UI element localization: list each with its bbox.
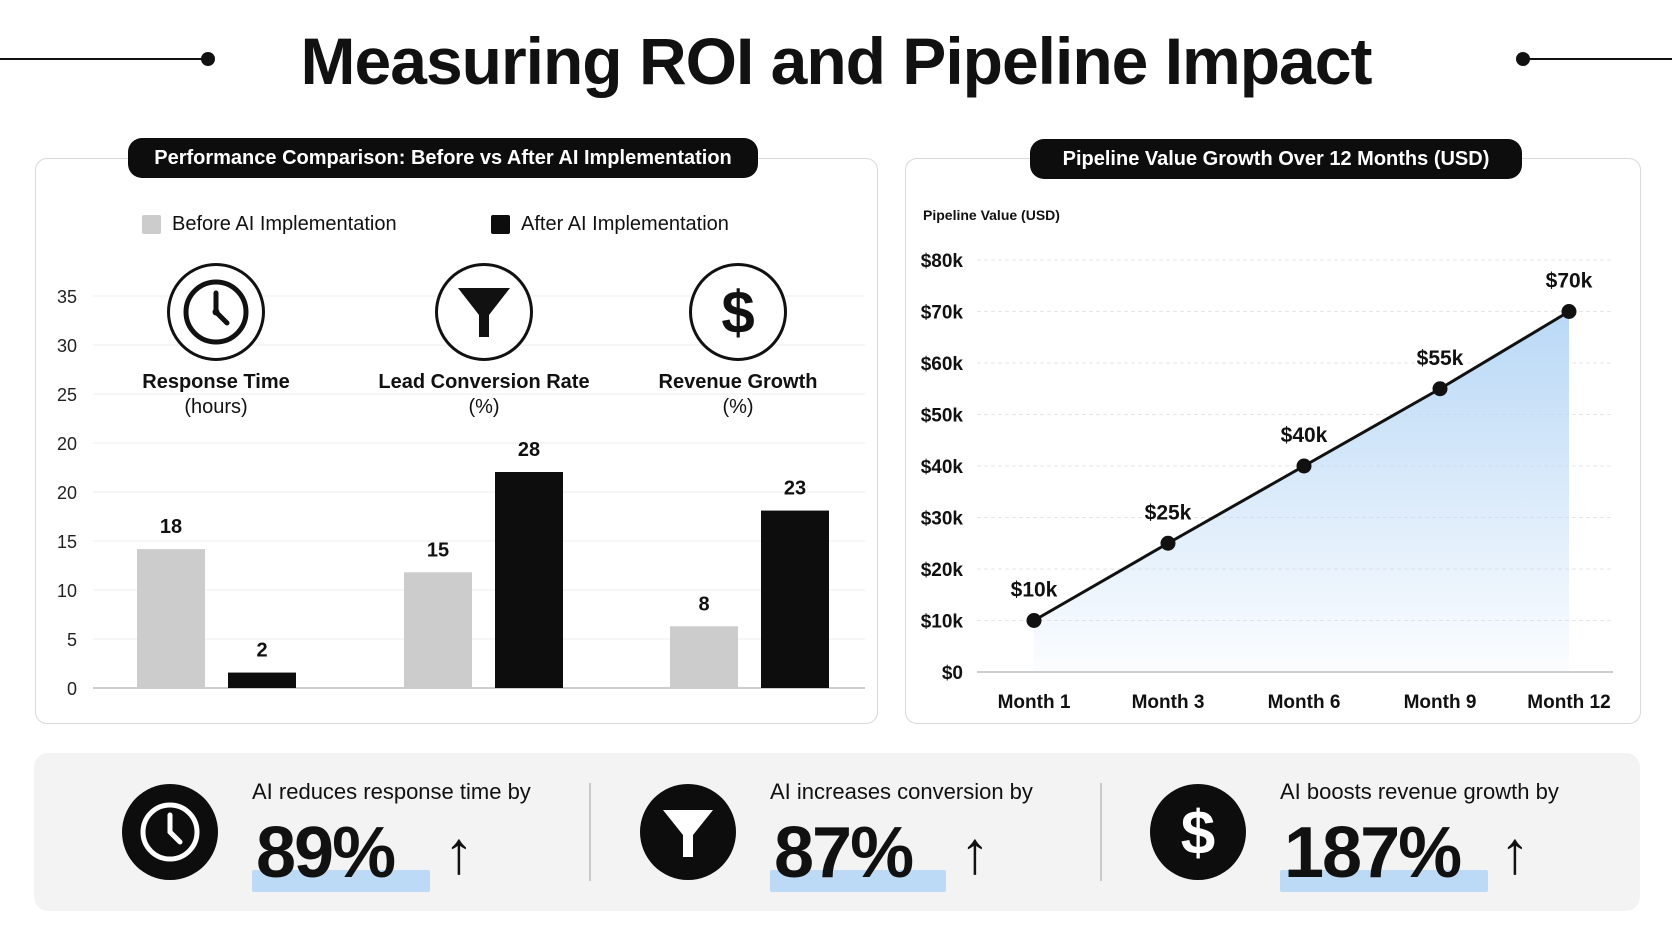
summary-revenue-value: 187% [1284, 813, 1462, 893]
legend-after-label: After AI Implementation [521, 213, 729, 235]
summary-response-time-highlight [252, 870, 430, 892]
bar-value-label: 28 [518, 439, 540, 461]
line-x-tick-label: Month 9 [1404, 692, 1477, 713]
bar-y-tick-label: 20 [57, 434, 77, 454]
bar-after [228, 672, 296, 688]
line-y-tick-label: $0 [942, 663, 963, 684]
bar-value-label: 18 [160, 516, 182, 538]
summary-conversion-highlight [770, 870, 946, 892]
pipeline-data-label: $70k [1546, 270, 1593, 293]
metric-lead-conversion: Lead Conversion Rate (%) [374, 263, 594, 419]
line-y-tick-label: $30k [921, 509, 964, 530]
line-y-tick-label: $10k [921, 612, 964, 633]
summary-revenue-highlight [1280, 870, 1488, 892]
line-x-tick-label: Month 1 [998, 692, 1071, 713]
pipeline-point [1296, 458, 1312, 474]
pipeline-data-label: $40k [1281, 424, 1328, 447]
summary-response-time-value: 89% [256, 813, 396, 893]
bar-after [761, 510, 829, 688]
metric-response-time-title: Response Time [142, 371, 290, 393]
line-y-tick-label: $40k [921, 457, 964, 478]
arrow-up-icon: ↑ [444, 819, 474, 886]
summary-divider [1100, 783, 1102, 881]
y-axis-title: Pipeline Value (USD) [923, 207, 1060, 223]
legend-before-swatch [142, 215, 161, 234]
bar-after [495, 472, 563, 688]
line-x-tick-label: Month 12 [1527, 692, 1610, 713]
bar-y-tick-label: 20 [57, 483, 77, 503]
bar-y-tick-label: 30 [57, 336, 77, 356]
arrow-up-icon: ↑ [1500, 819, 1530, 886]
summary-response-time: AI reduces response time by 89% ↑ [122, 753, 562, 911]
line-x-tick-label: Month 3 [1132, 692, 1205, 713]
pipeline-area-chart: Pipeline Value (USD) $0 $10k $20k $30k $40k $5… [921, 207, 1613, 713]
legend-after-swatch [491, 215, 510, 234]
dollar-icon: $ [1150, 784, 1246, 880]
legend-before-label: Before AI Implementation [172, 213, 397, 235]
summary-conversion: AI increases conversion by 87% ↑ [640, 753, 1080, 911]
pipeline-data-label: $10k [1011, 579, 1058, 602]
bar-value-label: 2 [256, 640, 267, 662]
bar-y-tick-label: 10 [57, 581, 77, 601]
metric-lead-conversion-title: Lead Conversion Rate [378, 371, 590, 393]
funnel-icon [640, 784, 736, 880]
bar-value-label: 23 [784, 478, 806, 500]
title-left-rule [0, 58, 204, 60]
bar-y-tick-label: 25 [57, 385, 77, 405]
line-y-tick-label: $60k [921, 354, 964, 375]
pipeline-data-label: $25k [1145, 501, 1192, 524]
performance-bar-chart: 0 5 10 15 20 20 25 30 35 18 2 15 28 8 23 [57, 287, 865, 699]
arrow-up-icon: ↑ [960, 819, 990, 886]
svg-text:$: $ [721, 279, 754, 346]
legend-after: After AI Implementation [491, 213, 729, 236]
svg-text:$: $ [1181, 799, 1215, 867]
metric-lead-conversion-unit: (%) [468, 396, 500, 418]
line-y-tick-label: $70k [921, 303, 964, 324]
pipeline-point [1432, 381, 1448, 397]
clock-icon [167, 263, 265, 361]
bar-y-tick-label: 15 [57, 532, 77, 552]
bar-y-tick-label: 5 [67, 630, 77, 650]
summary-conversion-text: AI increases conversion by [770, 779, 1033, 804]
line-y-tick-label: $80k [921, 251, 964, 272]
performance-panel-title: Performance Comparison: Before vs After … [128, 138, 758, 178]
pipeline-point [1026, 613, 1042, 628]
pipeline-point [1160, 535, 1176, 551]
title-right-rule [1522, 58, 1672, 60]
metric-response-time: Response Time (hours) [106, 263, 326, 419]
funnel-icon [435, 263, 533, 361]
summary-strip: AI reduces response time by 89% ↑ AI inc… [34, 753, 1640, 911]
bar-before [404, 572, 472, 688]
line-x-tick-label: Month 6 [1268, 692, 1341, 713]
pipeline-panel-title: Pipeline Value Growth Over 12 Months (US… [1030, 139, 1522, 179]
page-title: Measuring ROI and Pipeline Impact [300, 24, 1373, 98]
metric-response-time-unit: (hours) [184, 396, 248, 418]
pipeline-point [1561, 304, 1577, 319]
legend-before: Before AI Implementation [142, 213, 397, 236]
bar-y-tick-label: 0 [67, 679, 77, 699]
bar-value-label: 15 [427, 539, 449, 561]
bar-before [670, 626, 738, 688]
bar-value-label: 8 [698, 593, 709, 615]
metric-revenue-growth: $ Revenue Growth (%) [628, 263, 848, 419]
line-y-tick-label: $20k [921, 560, 964, 581]
summary-revenue-text: AI boosts revenue growth by [1280, 779, 1559, 804]
pipeline-data-label: $55k [1417, 347, 1464, 370]
metric-revenue-growth-title: Revenue Growth [658, 371, 818, 393]
line-y-tick-label: $50k [921, 406, 964, 427]
summary-divider [589, 783, 591, 881]
clock-icon [122, 784, 218, 880]
dollar-icon: $ [689, 263, 787, 361]
bar-before [137, 549, 205, 688]
metric-revenue-growth-unit: (%) [722, 396, 754, 418]
pipeline-area-fill [1034, 311, 1569, 672]
title-left-dot [201, 52, 215, 66]
bar-y-tick-label: 35 [57, 287, 77, 307]
summary-response-time-text: AI reduces response time by [252, 779, 531, 804]
summary-revenue: $ AI boosts revenue growth by 187% ↑ [1150, 753, 1620, 911]
summary-conversion-value: 87% [774, 813, 914, 893]
